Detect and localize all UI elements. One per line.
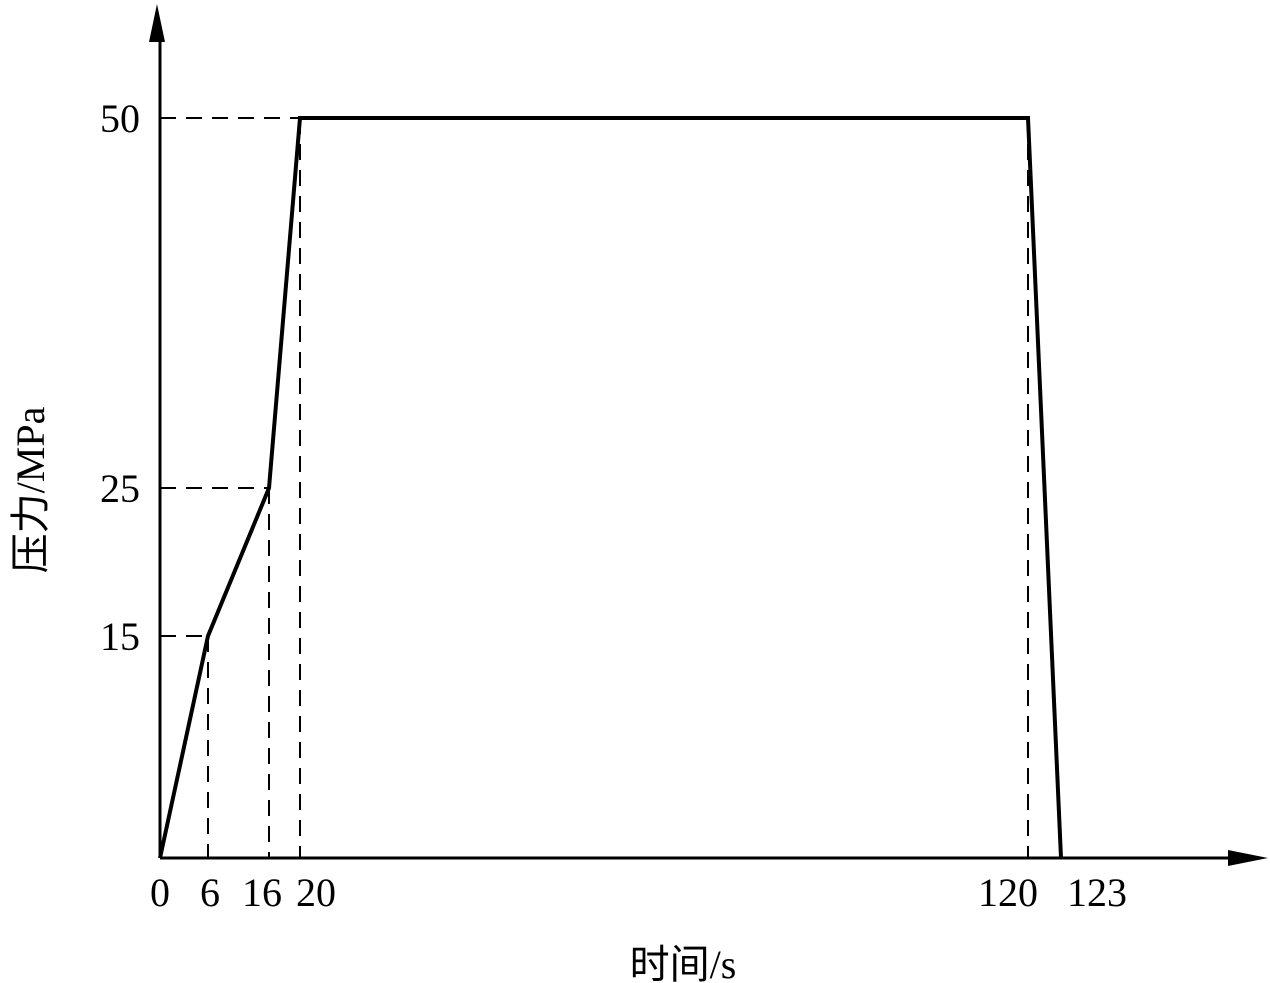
x-tick-label: 6 — [200, 870, 220, 915]
tick-labels: 0 6 16 20 120 123 15 25 50 — [100, 96, 1127, 915]
series-line — [158, 116, 1063, 859]
x-axis-arrow — [1228, 850, 1268, 866]
y-axis-label: 压力/MPa — [8, 406, 53, 573]
axes — [149, 4, 1268, 866]
dashed-guides — [160, 117, 1029, 858]
x-tick-label: 120 — [978, 870, 1038, 915]
y-tick-label: 50 — [100, 96, 140, 141]
x-tick-label: 123 — [1067, 870, 1127, 915]
x-tick-label: 20 — [296, 870, 336, 915]
y-tick-label: 25 — [100, 466, 140, 511]
y-tick-label: 15 — [100, 614, 140, 659]
x-tick-label: 16 — [242, 870, 282, 915]
x-axis-label: 时间/s — [630, 942, 737, 983]
pressure-line — [158, 116, 1063, 859]
x-tick-label: 0 — [150, 870, 170, 915]
y-axis-arrow — [149, 4, 165, 42]
